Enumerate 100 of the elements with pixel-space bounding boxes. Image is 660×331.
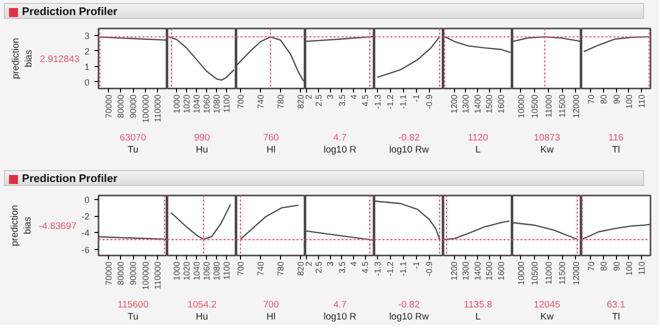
x-tick-label: 2 (304, 94, 314, 100)
x-tick-label: 10000 (516, 94, 526, 118)
x-tick-label: 110000 (152, 94, 163, 122)
x-tick-label: 70000 (103, 94, 114, 118)
x-tick-label: 1040 (192, 94, 202, 114)
ref-line-label: 1120 (468, 132, 488, 144)
ref-line-label: 4.7 (333, 299, 347, 310)
y-tick-label: 3 (84, 30, 90, 41)
ref-line-label: 4.7 (333, 132, 347, 144)
x-tick-label: 3 (325, 94, 336, 100)
x-tick-label: 740 (256, 94, 266, 109)
x-tick-label: 740 (256, 261, 266, 276)
x-tick-label: 100 (624, 261, 634, 276)
ref-line-label: 10873 (534, 132, 560, 144)
x-tick-label: 90 (611, 261, 622, 271)
x-tick-label: 10500 (530, 261, 540, 286)
x-tick-label: -1.2 (385, 94, 396, 110)
y-axis-title: prediction bias (10, 38, 34, 80)
x-tick-label: 90000 (128, 261, 138, 286)
x-tick-label: 1000 (172, 94, 182, 114)
x-tick-label: 1080 (212, 94, 222, 114)
x-axis-title: Tu (128, 144, 138, 156)
x-tick-label: 1300 (460, 261, 471, 280)
x-axis-title: Tl (612, 312, 620, 323)
x-tick-label: 1060 (202, 261, 212, 280)
ref-line-label: 1135.8 (464, 299, 492, 310)
x-tick-label: 1100 (222, 261, 232, 280)
x-tick-label: 1600 (496, 261, 506, 280)
x-tick-label: 11000 (543, 261, 554, 285)
x-axis-title: Hu (196, 312, 208, 323)
x-axis-title: L (475, 312, 481, 323)
chart-title: Prediction Profiler (4, 3, 644, 19)
x-tick-label: 780 (276, 94, 286, 109)
x-tick-label: 820 (296, 94, 306, 109)
x-tick-label: -1.2 (385, 261, 396, 276)
ref-line-label: 63070 (120, 132, 146, 144)
x-tick-label: 110 (636, 261, 647, 276)
x-axis-title: Kw (540, 312, 554, 323)
x-tick-label: 10500 (530, 94, 540, 118)
x-tick-label: 11000 (543, 94, 554, 118)
x-tick-label: 1000 (172, 261, 182, 280)
ref-line-label: 116 (608, 132, 624, 144)
x-tick-label: 1060 (202, 94, 212, 114)
x-axis-title: Hu (196, 144, 208, 156)
x-tick-label: 12000 (570, 261, 581, 286)
x-tick-label: 1080 (212, 261, 222, 280)
y-tick-label: -4 (82, 228, 90, 238)
x-tick-label: 90 (611, 94, 622, 104)
x-tick-label: 1200 (449, 94, 460, 114)
x-tick-label: -1.3 (372, 94, 382, 110)
x-axis-title: log10 Rw (389, 312, 429, 323)
x-tick-label: -1.1 (398, 261, 408, 276)
x-tick-label: 1020 (182, 94, 192, 114)
x-tick-label: 4.5 (360, 261, 370, 274)
y-axis-title: prediction bias (9, 204, 34, 246)
x-tick-label: 10000 (516, 261, 526, 286)
x-tick-label: 11500 (557, 261, 568, 285)
x-axis-title: L (475, 144, 481, 156)
ref-line-label: 760 (263, 132, 279, 144)
ref-line-label: -4.83697 (38, 221, 77, 232)
ref-line-label: 63.1 (606, 299, 626, 310)
x-tick-label: 80000 (116, 261, 126, 286)
x-tick-label: -1.3 (372, 261, 382, 276)
ref-line-label: 990 (194, 132, 210, 144)
x-axis-title: Hl (266, 312, 276, 323)
x-axis-title: log10 R (324, 312, 357, 323)
x-tick-label: 1600 (496, 94, 506, 114)
x-axis-title: Kw (540, 144, 554, 156)
x-tick-label: 1300 (460, 94, 471, 114)
ref-line-label: -0.82 (398, 299, 420, 310)
x-tick-label: 3.5 (336, 261, 347, 274)
x-tick-label: 1400 (472, 261, 482, 280)
x-tick-label: 820 (296, 261, 306, 276)
x-tick-label: 4.5 (360, 94, 370, 106)
x-tick-label: 90000 (128, 94, 138, 118)
x-tick-label: 70 (586, 261, 596, 271)
x-tick-label: 2.5 (313, 261, 324, 274)
x-tick-label: 700 (236, 94, 246, 109)
ref-line-label: 700 (263, 299, 279, 310)
ref-line-label: 115600 (118, 299, 148, 310)
x-tick-label: 11500 (557, 94, 568, 118)
x-tick-label: -0.9 (424, 94, 434, 110)
ref-line-label: -0.82 (398, 132, 420, 144)
x-tick-label: 1500 (484, 261, 494, 280)
x-tick-label: 100000 (140, 261, 150, 290)
x-tick-label: 110 (636, 94, 647, 108)
x-tick-label: 4 (348, 94, 358, 100)
x-tick-label: 100000 (140, 94, 150, 123)
x-tick-label: 80000 (116, 94, 126, 118)
x-tick-label: 1500 (484, 94, 494, 114)
ref-line-label: 1054.2 (187, 299, 217, 310)
x-axis-title: log10 R (324, 144, 357, 156)
x-tick-label: 80 (598, 261, 609, 271)
x-tick-label: 2.5 (313, 94, 324, 106)
x-axis-title: Hl (266, 144, 276, 156)
x-tick-label: 3 (325, 261, 336, 266)
x-tick-label: 100 (624, 94, 634, 109)
x-tick-label: 110000 (152, 261, 163, 290)
ref-line-label: 2.912843 (40, 54, 80, 65)
x-tick-label: 2 (304, 261, 314, 266)
